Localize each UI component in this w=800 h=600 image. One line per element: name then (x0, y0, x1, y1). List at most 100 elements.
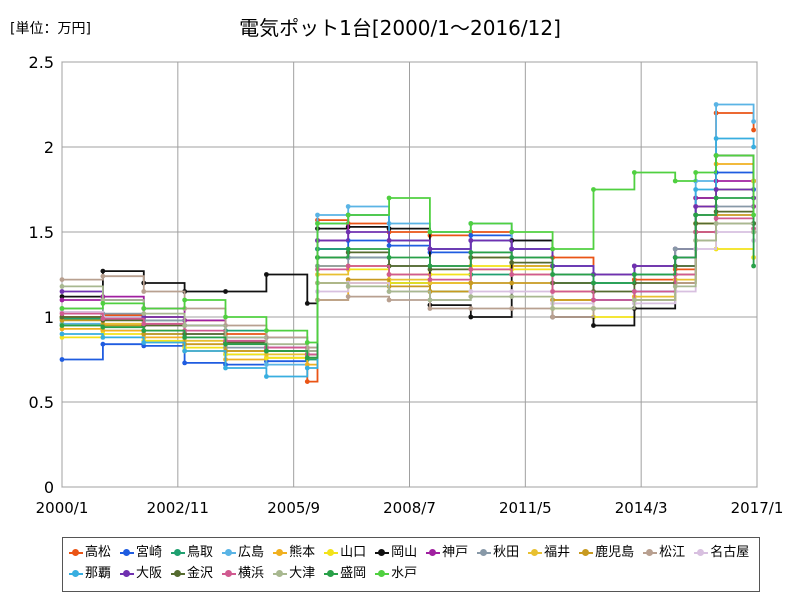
x-tick-label: 2005/9 (267, 499, 320, 517)
data-point (427, 229, 433, 235)
legend-label: 鹿児島 (595, 545, 635, 560)
data-point (550, 306, 555, 311)
legend-marker-icon (375, 569, 390, 579)
legend-label: 神戸 (442, 545, 469, 560)
data-point (223, 365, 228, 371)
data-point (59, 311, 65, 316)
data-point (550, 289, 555, 294)
legend-item: 山口 (324, 542, 366, 563)
data-point (591, 306, 596, 311)
data-point (468, 314, 474, 320)
data-point (693, 170, 699, 175)
data-point (100, 316, 106, 322)
data-point (468, 233, 474, 238)
data-point (264, 272, 269, 277)
legend-item: 横浜 (222, 563, 264, 584)
legend-label: 盛岡 (340, 566, 367, 581)
data-point (468, 306, 474, 311)
data-point (386, 297, 392, 303)
data-point (141, 306, 147, 311)
data-point (264, 328, 269, 333)
data-point (386, 289, 392, 294)
data-point (345, 284, 351, 289)
legend-label: 水戸 (391, 566, 418, 581)
data-point (59, 331, 65, 337)
data-point (59, 306, 65, 311)
data-point (468, 250, 474, 255)
data-point (59, 314, 65, 320)
series-line (62, 154, 755, 344)
data-point (223, 341, 228, 347)
y-tick-label: 2.5 (29, 53, 54, 72)
data-point (182, 360, 188, 366)
legend-label: 秋田 (493, 545, 520, 560)
data-point (345, 246, 351, 252)
data-point (182, 297, 188, 303)
data-point (631, 289, 637, 294)
series-大津 (59, 221, 756, 354)
data-point (713, 153, 719, 158)
data-point (100, 297, 106, 303)
data-point (693, 204, 699, 209)
data-point (693, 212, 699, 218)
series-盛岡 (59, 195, 756, 361)
data-point (468, 238, 474, 243)
legend-marker-icon (120, 548, 135, 558)
x-tick-label: 2000/1 (36, 499, 89, 517)
data-point (182, 348, 188, 354)
data-point (315, 221, 320, 226)
data-point (509, 255, 515, 260)
legend-item: 大阪 (120, 563, 162, 584)
data-point (631, 263, 637, 269)
legend-item: 福井 (528, 542, 570, 563)
data-point (345, 204, 351, 209)
legend-marker-icon (273, 548, 288, 558)
data-point (182, 323, 188, 328)
legend-item: 神戸 (426, 542, 468, 563)
data-point (427, 280, 433, 286)
data-point (509, 294, 515, 299)
data-point (223, 314, 228, 320)
legend-item: 鹿児島 (579, 542, 634, 563)
data-point (100, 328, 106, 333)
data-point (141, 331, 147, 337)
legend-label: 福井 (544, 545, 571, 560)
data-point (468, 221, 474, 226)
data-point (713, 102, 719, 107)
data-point (751, 119, 756, 124)
data-point (264, 355, 269, 361)
x-tick-label: 2011/5 (499, 499, 552, 517)
data-point (100, 273, 106, 279)
legend-label: 大阪 (136, 566, 163, 581)
data-point (672, 178, 678, 184)
legend-label: 広島 (238, 545, 265, 560)
data-point (751, 127, 756, 133)
legend-label: 横浜 (238, 566, 265, 581)
data-point (509, 280, 515, 286)
data-point (386, 243, 392, 249)
data-point (550, 314, 555, 320)
legend-row: 高松 宮崎 鳥取 広島 熊本 山口 岡山 神戸 秋田 福井 鹿児島 松江 名古屋 (69, 542, 753, 563)
data-point (509, 229, 515, 235)
legend-marker-icon (69, 548, 83, 558)
legend-marker-icon (694, 548, 709, 558)
legend-marker-icon (222, 569, 237, 579)
data-point (631, 272, 637, 277)
series-layer (59, 102, 756, 384)
legend-item: 高松 (69, 542, 111, 563)
legend-marker-icon (273, 569, 288, 579)
y-tick-label: 1 (44, 308, 54, 327)
legend-label: 高松 (85, 545, 112, 560)
data-point (141, 343, 147, 349)
legend-marker-icon (222, 548, 237, 558)
data-point (304, 362, 310, 367)
data-point (141, 289, 147, 294)
data-point (59, 284, 65, 289)
x-tick-label: 2008/7 (383, 499, 436, 517)
unit-label: [単位：万円] (10, 21, 91, 37)
data-point (345, 212, 351, 218)
data-point (182, 335, 188, 340)
x-tick-label: 2002/11 (147, 499, 209, 517)
data-point (468, 280, 474, 286)
data-point (427, 306, 433, 311)
